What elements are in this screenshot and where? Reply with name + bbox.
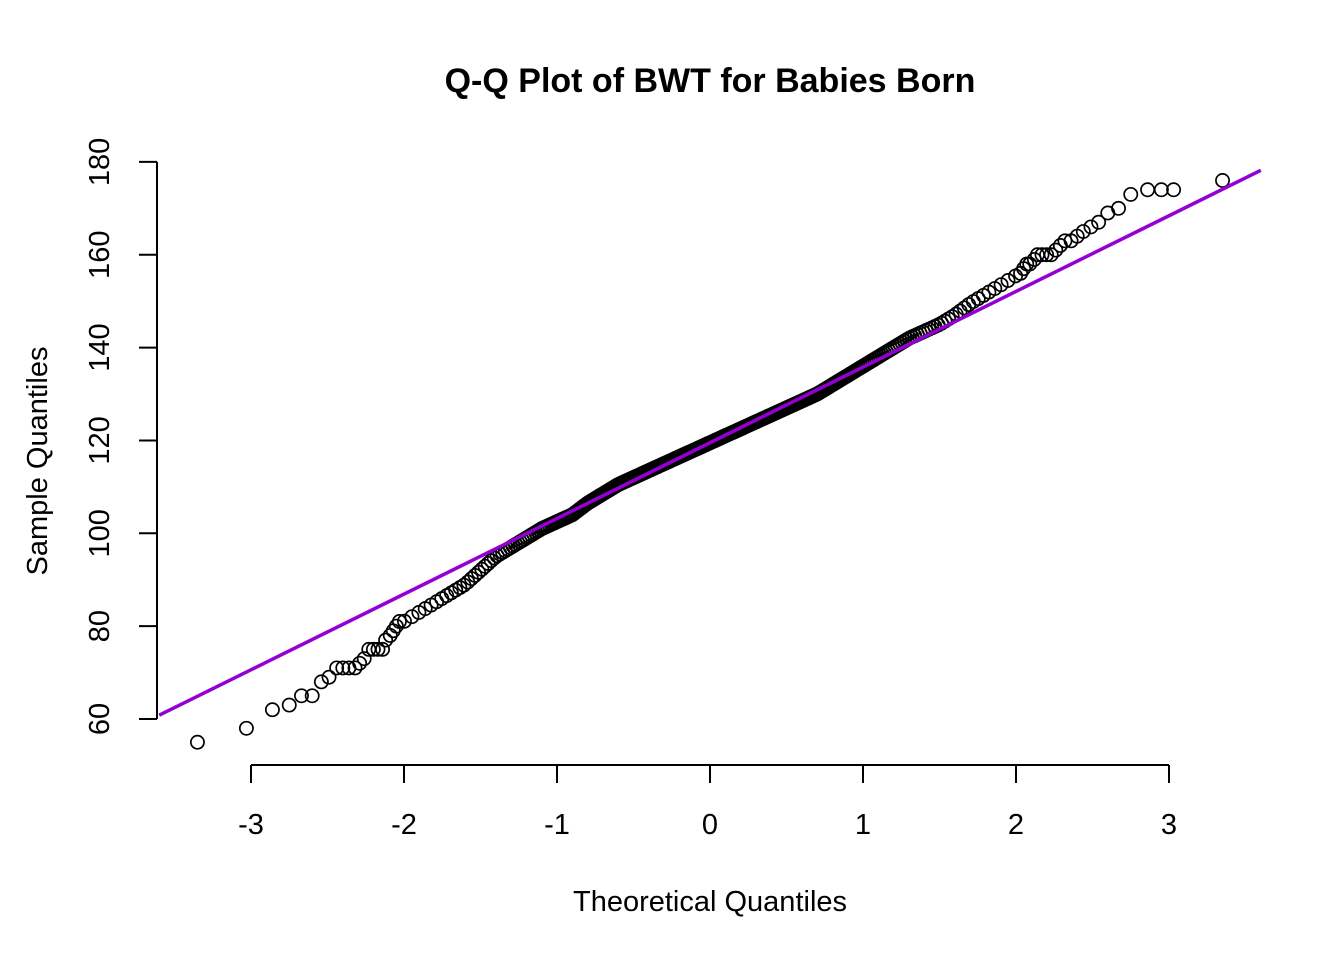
data-point [1000,273,1016,288]
data-point [1091,214,1107,230]
data-point [378,632,394,648]
data-point [356,651,372,667]
data-point [1111,200,1126,216]
data-point [1083,219,1099,235]
data-point [1215,173,1231,188]
data-point [304,688,320,704]
data-point [1034,247,1050,263]
x-tick-label: -2 [391,809,417,841]
data-point [1008,268,1024,284]
data-point [321,669,337,685]
x-tick-label: 0 [702,809,718,841]
x-tick-label: 1 [855,809,871,841]
y-tick-label: 180 [84,138,116,186]
data-point [965,294,981,309]
data-point [313,674,329,690]
data-point [335,660,351,676]
y-tick-label: 100 [84,509,116,557]
data-point [1153,182,1169,198]
data-point [1022,256,1038,272]
data-point [294,688,309,704]
data-point [352,655,368,671]
x-tick-label: 3 [1161,809,1177,841]
data-point [1048,242,1064,258]
data-point [1140,182,1156,198]
y-axis: 60 80 100 120 140 160 180 [84,138,158,735]
data-point [1039,247,1055,263]
data-point [391,614,407,629]
data-point [1166,182,1182,198]
data-point [238,720,254,736]
data-point [961,297,977,312]
data-point [385,623,401,639]
data-point [1043,247,1059,263]
data-point [281,697,297,713]
data-point [365,641,381,657]
data-point [189,734,205,750]
data-points [189,173,1231,750]
data-point [1075,224,1091,239]
data-point [264,702,280,718]
y-tick-label: 80 [84,610,116,642]
x-tick-label: -3 [238,809,264,841]
x-axis-label: Theoretical Quantiles [573,886,847,918]
y-tick-label: 60 [84,703,116,735]
data-point [375,641,391,657]
y-axis-label: Sample Quantiles [22,347,54,576]
data-point [396,613,412,629]
y-tick-label: 160 [84,231,116,279]
y-tick-label: 140 [84,323,116,371]
data-point [329,660,345,676]
data-point [370,641,386,657]
reference-line [158,168,1262,717]
data-point [347,660,363,676]
x-axis: -3 -2 -1 0 1 2 3 [238,764,1177,841]
y-tick-label: 120 [84,416,116,464]
data-point [1019,256,1035,272]
x-tick-label: 2 [1008,809,1024,841]
data-point [1123,186,1139,202]
chart-title: Q-Q Plot of BWT for Babies Born [445,62,976,100]
x-tick-label: -1 [544,809,570,841]
